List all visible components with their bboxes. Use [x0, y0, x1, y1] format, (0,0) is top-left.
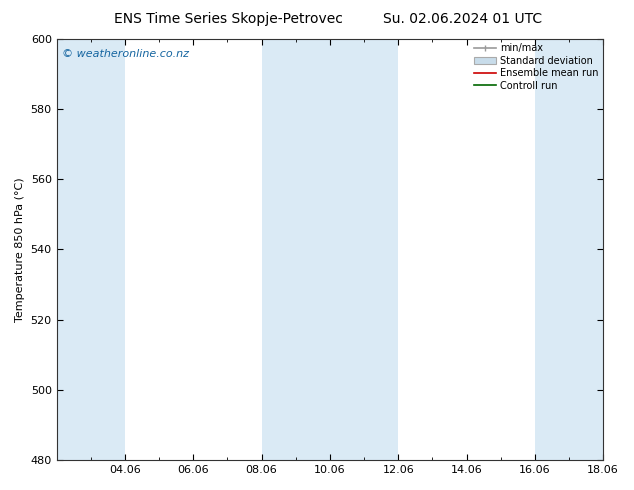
- Legend: min/max, Standard deviation, Ensemble mean run, Controll run: min/max, Standard deviation, Ensemble me…: [472, 42, 600, 93]
- Bar: [56, 39, 125, 460]
- Bar: [535, 39, 634, 460]
- Text: © weatheronline.co.nz: © weatheronline.co.nz: [62, 49, 189, 59]
- Text: Su. 02.06.2024 01 UTC: Su. 02.06.2024 01 UTC: [384, 12, 542, 26]
- Bar: [262, 39, 398, 460]
- Y-axis label: Temperature 850 hPa (°C): Temperature 850 hPa (°C): [15, 177, 25, 321]
- Text: ENS Time Series Skopje-Petrovec: ENS Time Series Skopje-Petrovec: [113, 12, 343, 26]
